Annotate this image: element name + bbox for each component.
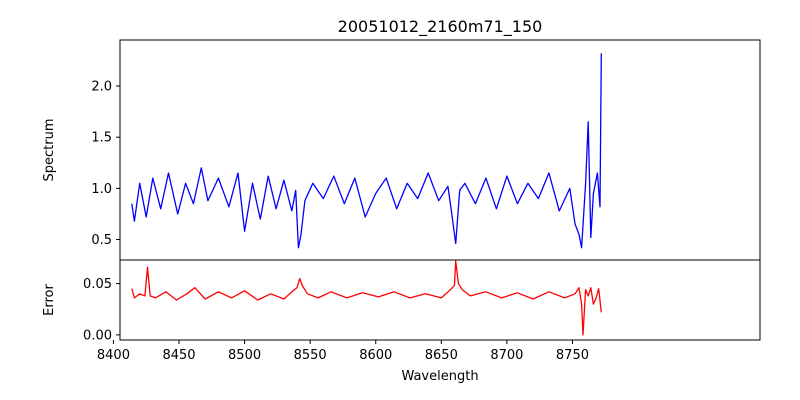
error-axis-label: Error	[42, 284, 57, 316]
spectrum-axis-label: Spectrum	[42, 119, 57, 182]
x-tick-label-4: 8600	[359, 348, 392, 363]
spectrum-y-tick-label-2: 1.5	[91, 131, 112, 146]
x-tick-label-0: 8400	[97, 348, 130, 363]
spectrum-series-line-0	[131, 53, 602, 249]
x-tick-label-7: 8750	[556, 348, 589, 363]
x-axis-label: Wavelength	[401, 369, 478, 384]
x-tick-label-2: 8500	[228, 348, 261, 363]
spectrum-y-tick-label-3: 2.0	[91, 80, 112, 95]
error-y-tick-label-1: 0.05	[83, 277, 112, 292]
x-tick-label-3: 8550	[294, 348, 327, 363]
spectrum-panel-frame	[119, 39, 761, 261]
error-series-line-0	[131, 260, 602, 336]
chart-title: 20051012_2160m71_150	[338, 17, 543, 37]
x-tick-label-6: 8700	[490, 348, 523, 363]
error-y-tick-label-0: 0.00	[83, 328, 112, 343]
x-tick-label-1: 8450	[162, 348, 195, 363]
spectrum-y-tick-label-0: 0.5	[91, 233, 112, 248]
x-tick-label-5: 8650	[425, 348, 458, 363]
spectrum-y-tick-label-1: 1.0	[91, 182, 112, 197]
error-panel-frame	[119, 259, 761, 341]
